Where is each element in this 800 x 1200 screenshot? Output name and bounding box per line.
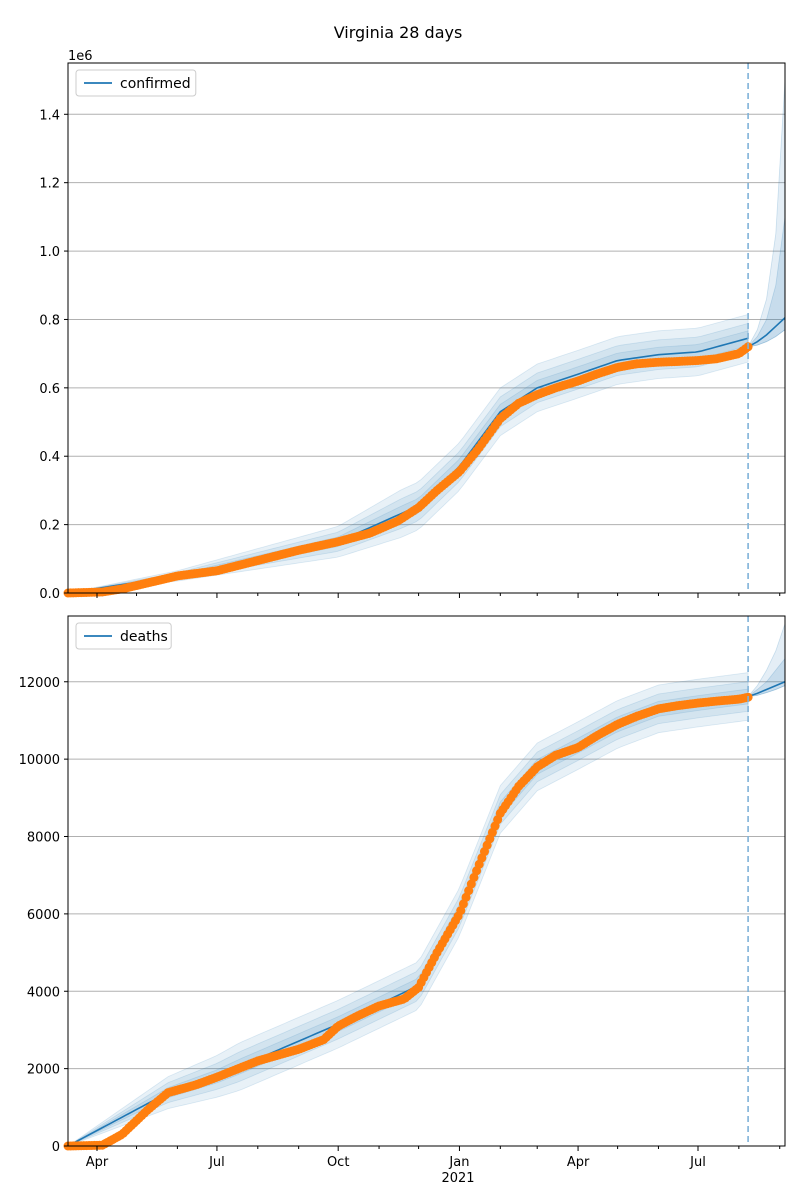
y-tick-label: 1.2 — [39, 177, 60, 192]
legend-label: deaths — [120, 629, 168, 645]
y-tick-label: 1.0 — [39, 245, 60, 260]
forecast-line — [747, 681, 786, 698]
y-tick-label: 10000 — [19, 753, 60, 768]
y-tick-label: 0.2 — [39, 519, 60, 534]
x-tick-label: Jan — [448, 1155, 469, 1170]
x-year-label: 2021 — [441, 1171, 474, 1186]
legend-label: confirmed — [120, 76, 191, 92]
y-tick-label: 0 — [52, 1140, 60, 1155]
confirmed-panel: 1e6 0.0 0.2 0.4 0.6 0.8 1.0 1.2 1.4 confirmed — [39, 49, 786, 602]
y-tick-label: 8000 — [27, 831, 60, 846]
y-tick-label: 0.0 — [39, 587, 60, 602]
y-tick-label: 6000 — [27, 908, 60, 923]
x-tick-label: Jul — [689, 1155, 706, 1170]
figure-title: Virginia 28 days — [334, 23, 463, 42]
y-tick-label: 2000 — [27, 1063, 60, 1078]
y-tick-label: 12000 — [19, 676, 60, 691]
plot-frame — [67, 62, 786, 594]
y-tick-label: 1.4 — [39, 108, 60, 123]
x-tick-label: Apr — [86, 1155, 109, 1170]
y-tick-label: 0.4 — [39, 450, 60, 465]
legend-box — [75, 622, 172, 650]
plot-frame — [67, 615, 786, 1147]
x-tick-label: Oct — [327, 1155, 349, 1170]
x-tick-label: Jul — [208, 1155, 225, 1170]
offset-label: 1e6 — [68, 49, 93, 64]
deaths-panel: 0 2000 4000 6000 8000 10000 12000 Apr Jul Oct Jan A… — [19, 615, 786, 1170]
y-tick-label: 0.8 — [39, 313, 60, 328]
forecast-line — [747, 317, 786, 348]
legend: confirmed — [75, 69, 197, 97]
legend: deaths — [75, 622, 172, 650]
x-tick-label: Apr — [567, 1155, 590, 1170]
legend-box — [75, 69, 197, 97]
y-tick-label: 4000 — [27, 985, 60, 1000]
y-tick-label: 0.6 — [39, 382, 60, 397]
